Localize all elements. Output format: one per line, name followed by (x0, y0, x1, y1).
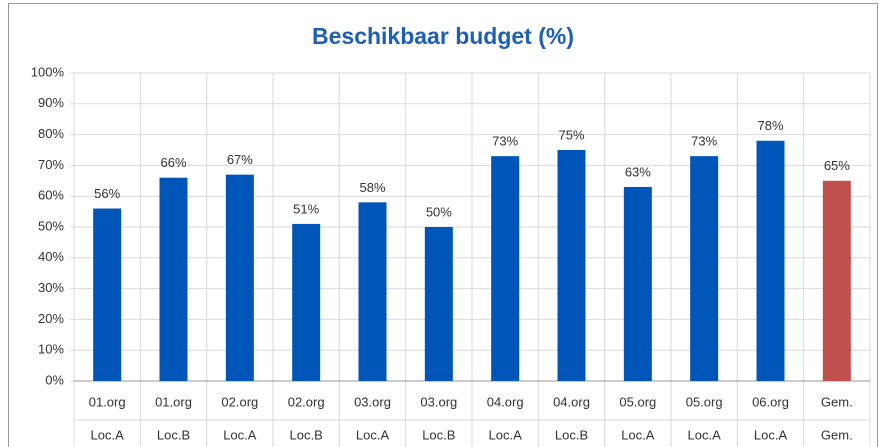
x-tick-sublabel: Loc.B (555, 427, 588, 442)
bar (690, 156, 719, 381)
data-label: 50% (426, 204, 452, 219)
data-label: 78% (757, 118, 783, 133)
x-tick-sublabel: Loc.A (754, 427, 788, 442)
bar (822, 180, 851, 381)
bar (292, 223, 321, 381)
data-label: 66% (160, 155, 186, 170)
data-label: 56% (94, 186, 120, 201)
x-tick-label: 02.org (288, 394, 325, 409)
x-tick-sublabel: Loc.B (422, 427, 455, 442)
bar (756, 140, 785, 381)
x-tick-label: 02.org (221, 394, 258, 409)
x-tick-label: 04.org (553, 394, 590, 409)
x-tick-label: 01.org (89, 394, 126, 409)
y-tick-label: 80% (38, 126, 64, 141)
y-tick-label: 100% (31, 64, 65, 79)
x-tick-label: 01.org (155, 394, 192, 409)
x-tick-label: 03.org (354, 394, 391, 409)
bar (93, 208, 122, 381)
y-tick-label: 40% (38, 249, 64, 264)
data-label: 67% (227, 152, 253, 167)
bar (159, 177, 188, 381)
x-tick-sublabel: Loc.A (91, 427, 125, 442)
bar (557, 150, 586, 381)
x-tick-label: 05.org (686, 394, 723, 409)
data-label: 51% (293, 201, 319, 216)
x-tick-sublabel: Loc.A (688, 427, 722, 442)
x-tick-sublabel: Loc.A (223, 427, 257, 442)
x-tick-sublabel: Gem. (821, 427, 853, 442)
data-label: 75% (558, 127, 584, 142)
bar (225, 174, 254, 381)
y-tick-label: 10% (38, 342, 64, 357)
bar (623, 186, 652, 381)
x-tick-label: 03.org (420, 394, 457, 409)
data-label: 73% (691, 134, 717, 149)
bar (424, 227, 453, 381)
y-tick-label: 50% (38, 218, 64, 233)
x-tick-sublabel: Loc.B (290, 427, 323, 442)
x-tick-sublabel: Loc.B (157, 427, 190, 442)
data-label: 63% (625, 164, 651, 179)
bar (358, 202, 387, 381)
y-tick-label: 20% (38, 311, 64, 326)
y-tick-label: 90% (38, 95, 64, 110)
x-tick-label: 04.org (487, 394, 524, 409)
y-tick-label: 60% (38, 188, 64, 203)
bar (491, 156, 520, 381)
x-tick-sublabel: Loc.A (489, 427, 523, 442)
x-tick-sublabel: Loc.A (621, 427, 655, 442)
chart-title: Beschikbaar budget (%) (312, 23, 574, 49)
x-tick-label: 06.org (752, 394, 789, 409)
data-label: 58% (359, 180, 385, 195)
data-label: 73% (492, 134, 518, 149)
data-label: 65% (824, 158, 850, 173)
y-tick-label: 0% (45, 372, 64, 387)
y-tick-label: 30% (38, 280, 64, 295)
x-tick-label: 05.org (619, 394, 656, 409)
x-tick-sublabel: Loc.A (356, 427, 390, 442)
y-tick-label: 70% (38, 157, 64, 172)
x-tick-label: Gem. (821, 394, 853, 409)
